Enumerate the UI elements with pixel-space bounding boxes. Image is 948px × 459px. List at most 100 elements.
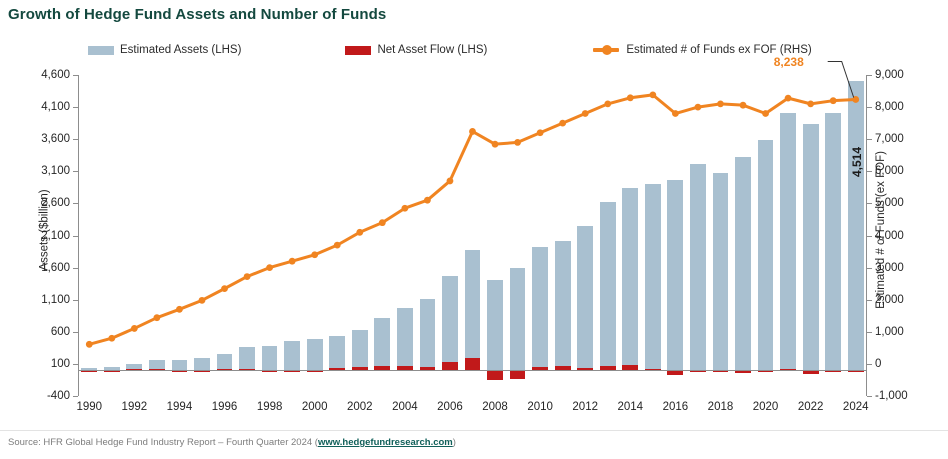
assets-bar[interactable]	[825, 112, 842, 371]
assets-bar[interactable]	[780, 113, 796, 371]
legend-item-net-asset-flow[interactable]: Net Asset Flow (LHS)	[345, 44, 487, 56]
net-flow-bar[interactable]	[351, 367, 368, 371]
funds-line-point[interactable]	[130, 325, 138, 332]
assets-bar[interactable]	[667, 179, 684, 371]
assets-bar[interactable]	[306, 338, 323, 371]
assets-bar[interactable]	[735, 156, 751, 371]
assets-bar[interactable]	[554, 241, 571, 371]
source-link[interactable]: www.hedgefundresearch.com	[317, 437, 453, 448]
assets-bar[interactable]	[622, 187, 639, 371]
assets-bar[interactable]	[351, 330, 368, 371]
net-flow-bar[interactable]	[667, 370, 684, 375]
funds-line-point[interactable]	[784, 94, 792, 102]
funds-line-point[interactable]	[491, 140, 499, 148]
net-flow-bar[interactable]	[419, 367, 436, 371]
net-flow-bar[interactable]	[239, 368, 255, 371]
net-flow-bar[interactable]	[847, 370, 864, 373]
funds-line-point[interactable]	[469, 128, 476, 135]
net-flow-bar[interactable]	[464, 357, 481, 371]
funds-line-point[interactable]	[559, 119, 567, 127]
funds-line-point[interactable]	[108, 334, 116, 342]
net-flow-bar[interactable]	[442, 362, 458, 371]
net-flow-bar[interactable]	[216, 368, 233, 371]
assets-bar[interactable]	[216, 353, 233, 371]
assets-bar[interactable]	[261, 346, 278, 371]
funds-line-point[interactable]	[694, 103, 702, 111]
assets-bar[interactable]	[149, 359, 165, 371]
net-flow-bar[interactable]	[622, 365, 639, 371]
funds-line-point[interactable]	[581, 110, 589, 117]
net-flow-bar[interactable]	[825, 370, 842, 373]
net-flow-bar[interactable]	[644, 368, 661, 371]
assets-bar[interactable]	[103, 366, 120, 371]
funds-line-point[interactable]	[807, 100, 815, 108]
assets-bar[interactable]	[532, 247, 548, 371]
net-flow-bar[interactable]	[81, 370, 98, 373]
assets-bar[interactable]	[374, 317, 391, 371]
assets-bar[interactable]	[690, 164, 706, 371]
assets-bar[interactable]	[81, 367, 98, 371]
net-flow-bar[interactable]	[509, 370, 526, 379]
funds-line-point[interactable]	[401, 204, 409, 212]
net-flow-bar[interactable]	[554, 365, 571, 371]
legend-item-estimated-assets[interactable]: Estimated Assets (LHS)	[88, 44, 241, 56]
funds-line-point[interactable]	[762, 110, 769, 117]
funds-line-point[interactable]	[176, 305, 183, 313]
assets-bar[interactable]	[442, 276, 458, 371]
assets-bar[interactable]	[599, 201, 616, 371]
funds-line-point[interactable]	[424, 196, 431, 204]
assets-bar[interactable]	[712, 173, 729, 371]
assets-bar[interactable]	[509, 267, 526, 371]
net-flow-bar[interactable]	[712, 370, 729, 373]
funds-line-point[interactable]	[153, 314, 161, 322]
assets-bar[interactable]	[419, 299, 436, 371]
net-flow-bar[interactable]	[599, 366, 616, 371]
funds-line-point[interactable]	[717, 100, 724, 108]
funds-line-point[interactable]	[378, 219, 386, 227]
funds-line-point[interactable]	[288, 257, 296, 265]
funds-line-point[interactable]	[311, 251, 319, 259]
assets-bar[interactable]	[194, 358, 210, 371]
funds-line-point[interactable]	[739, 101, 747, 109]
funds-line-point[interactable]	[85, 340, 93, 348]
net-flow-bar[interactable]	[329, 368, 346, 371]
net-flow-bar[interactable]	[577, 368, 594, 371]
net-flow-bar[interactable]	[171, 370, 188, 373]
assets-bar[interactable]	[644, 184, 661, 371]
assets-bar[interactable]	[239, 346, 255, 371]
funds-line-point[interactable]	[221, 285, 228, 293]
net-flow-bar[interactable]	[735, 370, 751, 374]
funds-line-point[interactable]	[356, 228, 364, 236]
funds-line-point[interactable]	[829, 97, 837, 105]
funds-line-point[interactable]	[514, 139, 521, 146]
funds-line-point[interactable]	[604, 100, 612, 108]
net-flow-bar[interactable]	[532, 366, 548, 371]
assets-bar[interactable]	[464, 250, 481, 371]
funds-line-point[interactable]	[671, 110, 679, 117]
funds-line-point[interactable]	[243, 273, 251, 280]
assets-bar[interactable]	[487, 279, 503, 371]
assets-bar[interactable]	[757, 139, 774, 371]
assets-bar[interactable]	[284, 341, 301, 371]
assets-bar[interactable]	[329, 335, 346, 371]
net-flow-bar[interactable]	[374, 365, 391, 371]
net-flow-bar[interactable]	[757, 370, 774, 373]
funds-line-point[interactable]	[198, 296, 206, 304]
net-flow-bar[interactable]	[396, 365, 413, 371]
funds-line-point[interactable]	[649, 91, 657, 99]
legend-item-estimated-funds[interactable]: Estimated # of Funds ex FOF (RHS)	[593, 44, 812, 56]
assets-bar[interactable]	[577, 225, 594, 371]
funds-line-point[interactable]	[852, 96, 860, 103]
assets-bar[interactable]	[126, 364, 143, 371]
funds-line-point[interactable]	[446, 177, 454, 185]
assets-bar[interactable]	[847, 80, 864, 371]
assets-bar[interactable]	[396, 307, 413, 371]
funds-line-point[interactable]	[536, 129, 544, 137]
funds-line-point[interactable]	[626, 94, 634, 102]
assets-bar[interactable]	[171, 359, 188, 371]
net-flow-bar[interactable]	[149, 368, 165, 371]
net-flow-bar[interactable]	[802, 370, 819, 374]
net-flow-bar[interactable]	[487, 370, 503, 381]
assets-bar[interactable]	[802, 124, 819, 371]
funds-line-point[interactable]	[266, 264, 274, 271]
